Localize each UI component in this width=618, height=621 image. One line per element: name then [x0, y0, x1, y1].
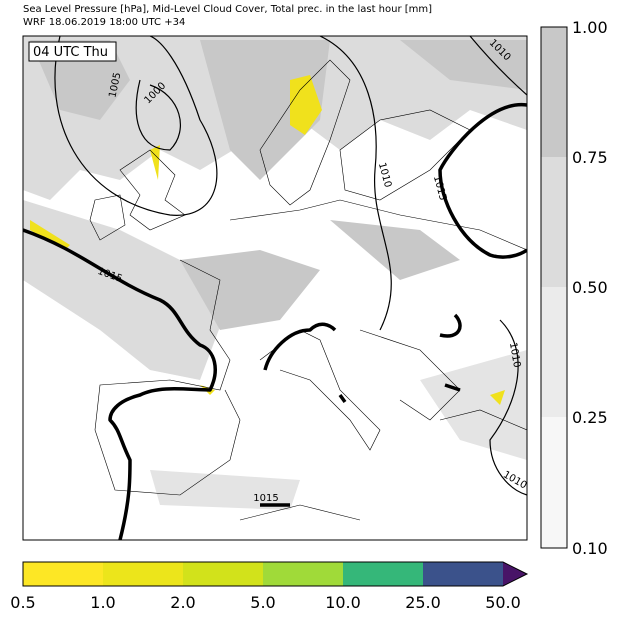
isobar-label: 1010	[507, 342, 522, 369]
cloud-cover	[23, 36, 527, 510]
tick-label: 5.0	[250, 593, 275, 612]
tick-label: 0.75	[572, 148, 608, 167]
tick-label: 2.0	[170, 593, 195, 612]
time-box	[28, 41, 117, 62]
map: 1005 1000 1010 1010 1015 1015 1010 1010 …	[22, 35, 529, 541]
isobar-label: 1005	[107, 72, 123, 99]
isobars	[23, 36, 527, 540]
cloud-colorbar: 1.00 0.75 0.50 0.25 0.10	[540, 18, 608, 558]
map-frame	[22, 35, 528, 541]
tick-label: 10.0	[325, 593, 361, 612]
tick-label: 0.25	[572, 408, 608, 427]
precip-colorbar: 0.5 1.0 2.0 5.0 10.0 25.0 50.0	[10, 561, 529, 612]
tick-label: 1.00	[572, 18, 608, 37]
tick-label: 50.0	[485, 593, 521, 612]
tick-label: 0.50	[572, 278, 608, 297]
title-line2: WRF 18.06.2019 18:00 UTC +34	[23, 17, 185, 28]
title-line1: Sea Level Pressure [hPa], Mid-Level Clou…	[23, 4, 432, 15]
tick-label: 25.0	[405, 593, 441, 612]
isobar-label: 1015	[253, 493, 278, 504]
tick-label: 1.0	[90, 593, 115, 612]
tick-label: 0.10	[572, 539, 608, 558]
tick-label: 0.5	[10, 593, 35, 612]
time-label: 04 UTC Thu	[33, 45, 108, 60]
